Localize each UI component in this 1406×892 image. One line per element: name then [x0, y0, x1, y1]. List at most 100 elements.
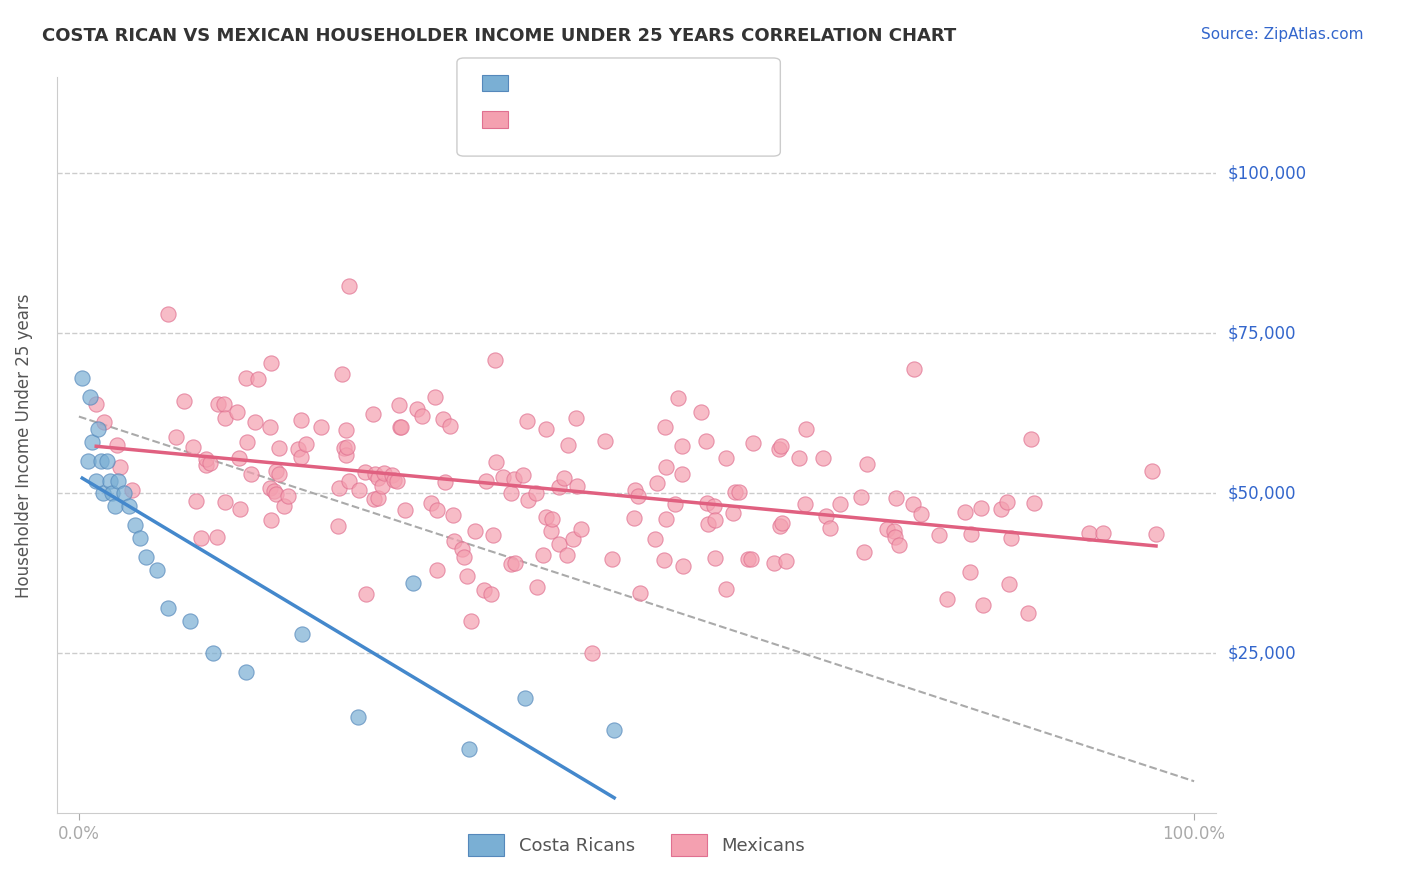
Legend: Costa Ricans, Mexicans: Costa Ricans, Mexicans	[461, 827, 813, 863]
Point	[84, 397, 107, 411]
Point	[173, 393, 195, 408]
Point	[79, 390, 101, 404]
Point	[1000, 531, 1022, 545]
Point	[484, 353, 506, 368]
Point	[72, 371, 94, 385]
Point	[105, 438, 128, 452]
Point	[388, 399, 411, 413]
Point	[534, 510, 557, 524]
Point	[381, 467, 404, 482]
Point	[439, 419, 461, 434]
Point	[382, 473, 405, 487]
Y-axis label: Householder Income Under 25 years: Householder Income Under 25 years	[15, 293, 32, 598]
Point	[1142, 464, 1164, 478]
Point	[367, 471, 389, 485]
Point	[228, 451, 250, 466]
Point	[883, 524, 905, 538]
Point	[737, 551, 759, 566]
Point	[623, 511, 645, 525]
Point	[769, 518, 792, 533]
Point	[828, 497, 851, 511]
Point	[354, 465, 377, 479]
Point	[370, 478, 392, 492]
Point	[1024, 496, 1046, 510]
Point	[995, 495, 1018, 509]
Text: Source: ZipAtlas.com: Source: ZipAtlas.com	[1201, 27, 1364, 42]
Point	[593, 434, 616, 449]
Point	[121, 483, 143, 498]
Point	[247, 372, 270, 386]
Point	[330, 367, 353, 381]
Point	[290, 450, 312, 465]
Point	[181, 440, 204, 454]
Point	[389, 420, 412, 434]
Point	[453, 550, 475, 565]
Point	[814, 508, 837, 523]
Point	[624, 483, 647, 497]
Point	[443, 534, 465, 549]
Point	[226, 404, 249, 418]
Text: COSTA RICAN VS MEXICAN HOUSEHOLDER INCOME UNDER 25 YEARS CORRELATION CHART: COSTA RICAN VS MEXICAN HOUSEHOLDER INCOM…	[42, 27, 956, 45]
Point	[93, 415, 115, 429]
Point	[328, 481, 350, 495]
Point	[165, 430, 187, 444]
Point	[818, 520, 841, 534]
Point	[697, 516, 720, 531]
Point	[460, 614, 482, 628]
Point	[475, 474, 498, 488]
Point	[118, 499, 141, 513]
Point	[464, 524, 486, 539]
Point	[569, 522, 592, 536]
Point	[207, 397, 229, 411]
Point	[852, 545, 875, 559]
Point	[387, 474, 409, 488]
Point	[513, 691, 536, 706]
Point	[405, 402, 427, 417]
Point	[953, 505, 976, 519]
Point	[768, 442, 790, 456]
Point	[259, 481, 281, 495]
Point	[564, 411, 586, 425]
Point	[516, 492, 538, 507]
Point	[970, 501, 993, 516]
Point	[990, 502, 1012, 516]
Point	[157, 307, 180, 321]
Point	[499, 557, 522, 571]
Point	[194, 452, 217, 467]
Point	[654, 420, 676, 434]
Point	[243, 415, 266, 429]
Point	[524, 485, 547, 500]
Point	[98, 474, 121, 488]
Point	[472, 582, 495, 597]
Point	[600, 551, 623, 566]
Point	[740, 552, 762, 566]
Point	[531, 548, 554, 562]
Point	[671, 439, 693, 453]
Point	[714, 450, 737, 465]
Point	[876, 522, 898, 536]
Point	[93, 486, 115, 500]
Point	[479, 587, 502, 601]
Point	[903, 362, 925, 376]
Point	[104, 499, 127, 513]
Point	[627, 490, 650, 504]
Point	[998, 577, 1021, 591]
Point	[482, 528, 505, 542]
Point	[101, 486, 124, 500]
Point	[135, 550, 157, 565]
Point	[644, 532, 666, 546]
Point	[179, 615, 201, 629]
Point	[290, 413, 312, 427]
Point	[811, 451, 834, 466]
Point	[540, 512, 562, 526]
Point	[762, 556, 785, 570]
Point	[630, 586, 652, 600]
Point	[775, 554, 797, 568]
Point	[655, 511, 678, 525]
Point	[886, 491, 908, 505]
Point	[741, 436, 763, 450]
Point	[935, 591, 957, 606]
Point	[672, 559, 695, 574]
Point	[547, 536, 569, 550]
Point	[1091, 526, 1114, 541]
